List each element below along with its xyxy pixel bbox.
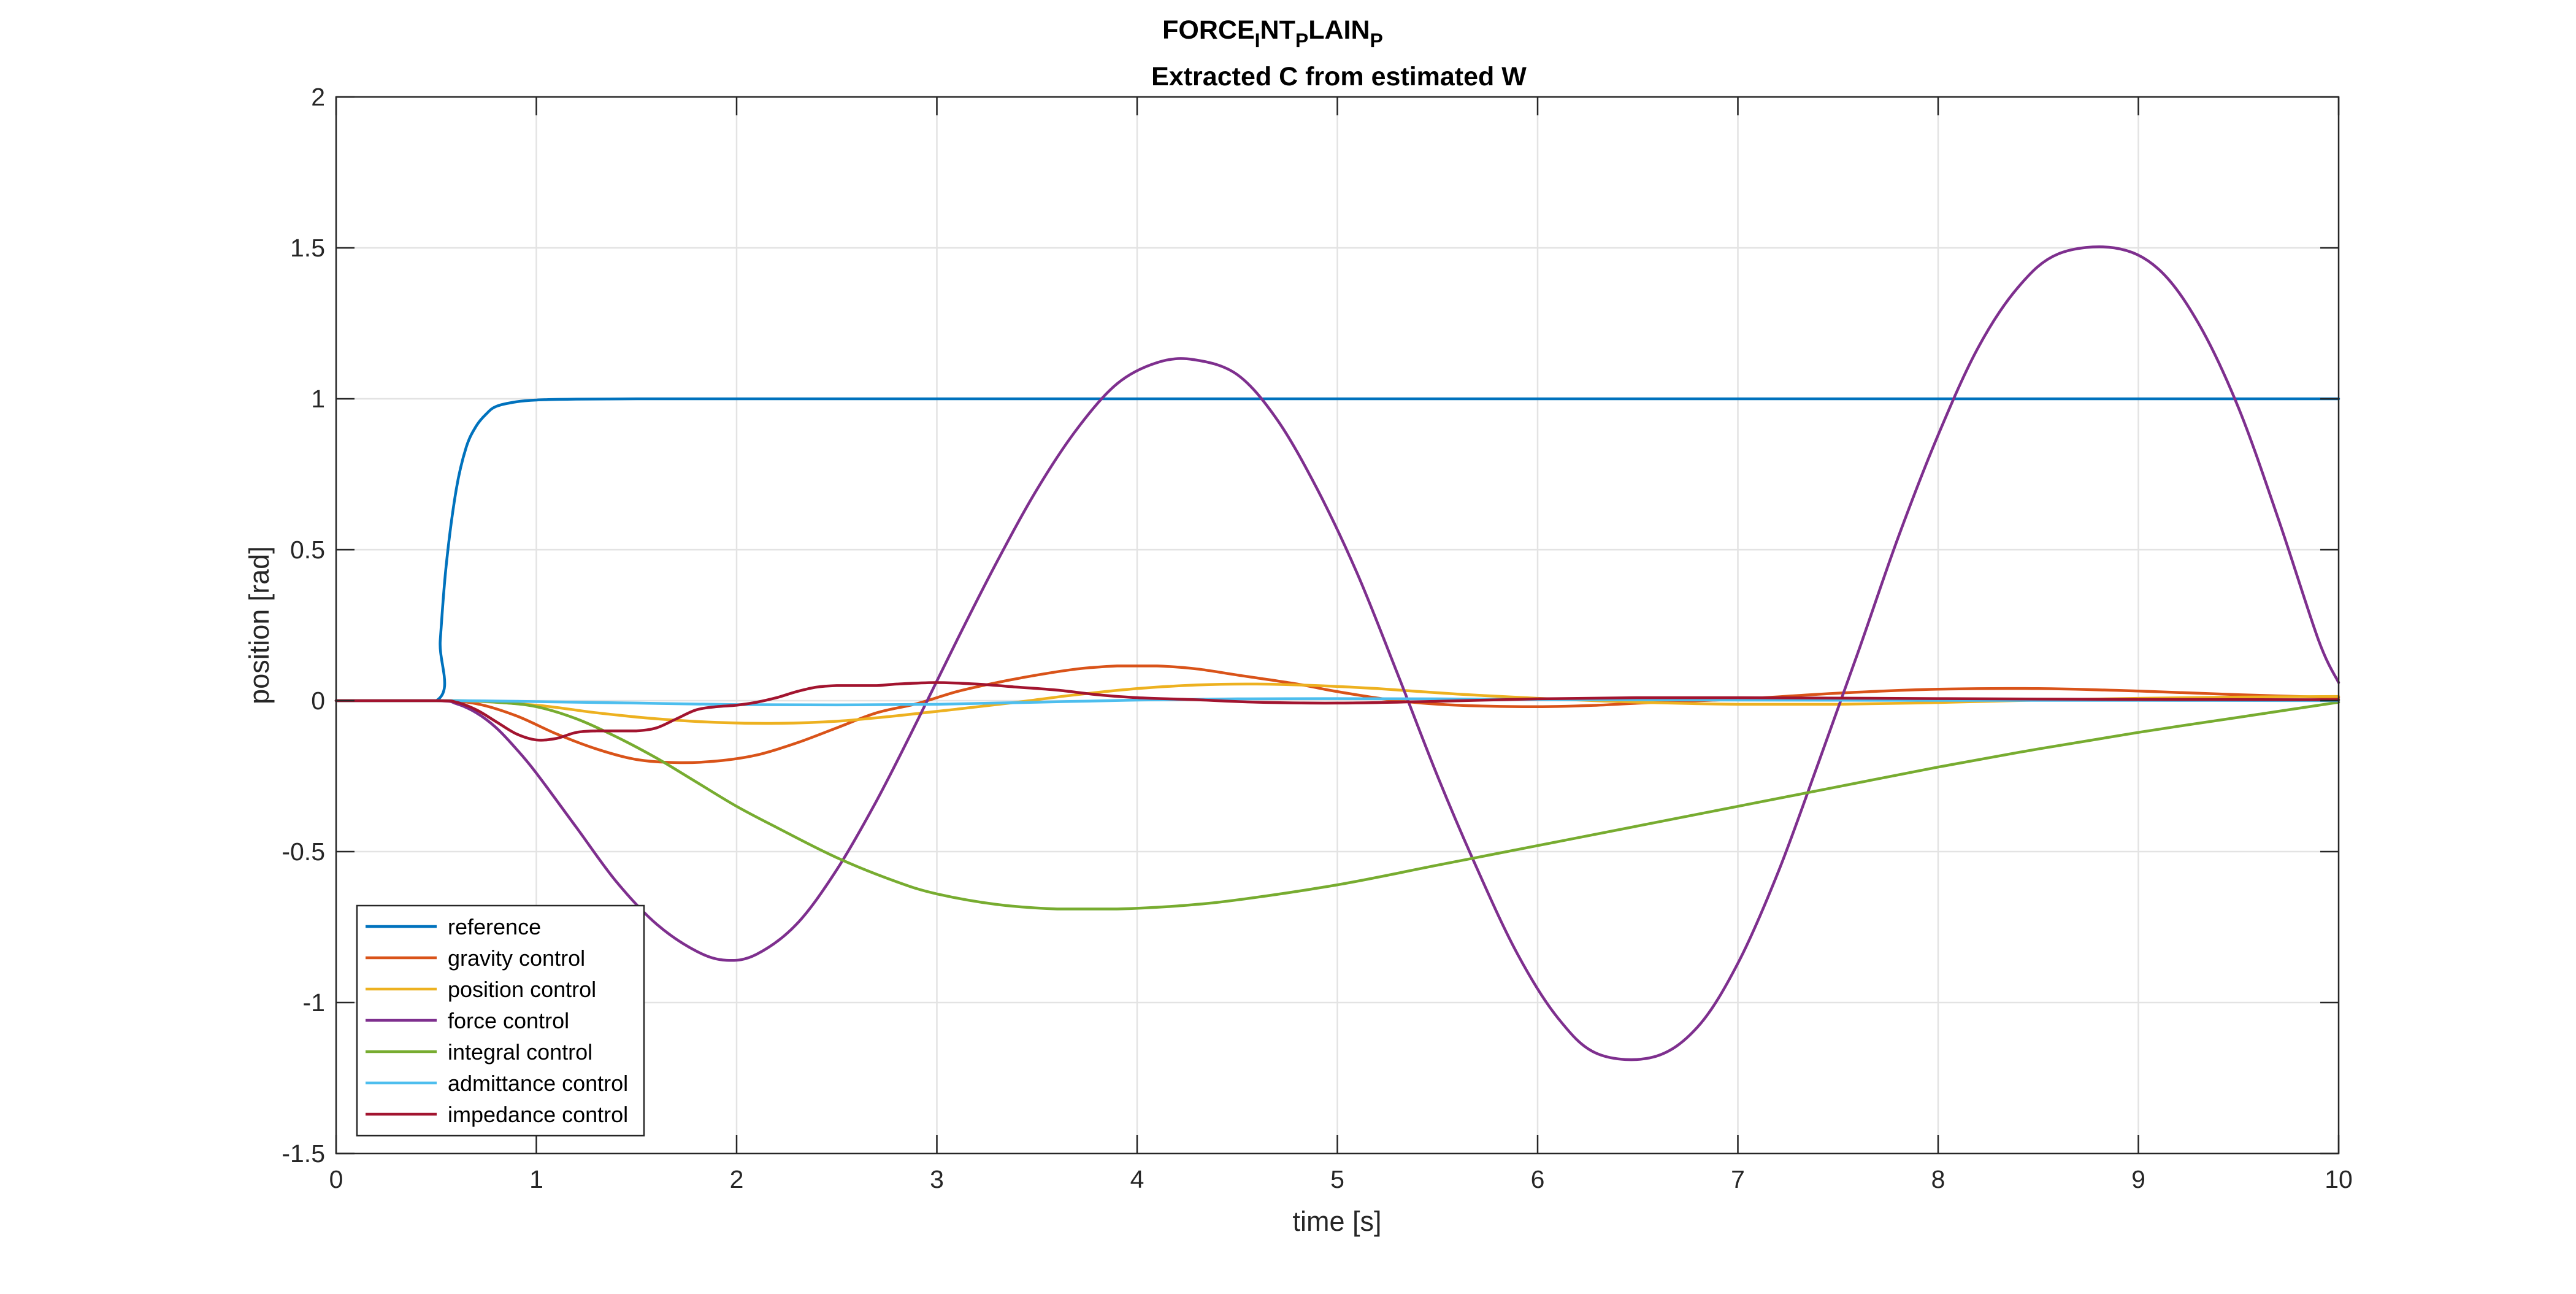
chart-title-part: LAIN (1308, 15, 1370, 45)
x-tick-label: 1 (529, 1165, 543, 1193)
y-tick-label: -1.5 (282, 1139, 325, 1168)
series-line-impedance-control (334, 681, 2340, 742)
x-tick-label: 3 (930, 1165, 944, 1193)
chart-title-subscript: P (1295, 29, 1308, 52)
y-tick-label: 1.5 (290, 234, 325, 262)
x-tick-label: 8 (1931, 1165, 1945, 1193)
legend-label-impedance-control: impedance control (448, 1102, 628, 1127)
x-tick-label: 10 (2325, 1165, 2353, 1193)
legend-label-force-control: force control (448, 1008, 569, 1033)
x-axis-label: time [s] (1292, 1206, 1381, 1237)
series-line-force-control (334, 245, 2340, 1061)
x-tick-label: 9 (2131, 1165, 2145, 1193)
y-tick-label: 1 (311, 385, 325, 413)
chart-title-subscript: P (1370, 29, 1383, 52)
chart-title-part: NT (1260, 15, 1295, 45)
legend-label-reference: reference (448, 914, 541, 939)
x-tick-label: 5 (1330, 1165, 1344, 1193)
y-tick-label: -1 (303, 988, 325, 1017)
y-tick-label: 0 (311, 687, 325, 715)
series-group (334, 245, 2340, 1061)
x-tick-label: 7 (1731, 1165, 1745, 1193)
legend-label-gravity-control: gravity control (448, 945, 585, 971)
axes (335, 96, 2340, 1155)
x-tick-label: 2 (730, 1165, 744, 1193)
legend-label-position-control: position control (448, 977, 596, 1002)
series-line-gravity-control (334, 664, 2340, 764)
x-tick-label: 0 (329, 1165, 343, 1193)
legend: reference gravity control position control… (356, 904, 645, 1137)
y-axis-label: position [rad] (243, 546, 275, 704)
tick-labels: 0 1 2 3 4 5 6 7 8 9 10 -1.5 -1 -0.5 0 0.5 1 1.5 2 (282, 83, 2352, 1193)
series-line-reference (334, 397, 2340, 703)
chart-subtitle: Extracted C from estimated W (1151, 62, 1527, 91)
chart-title-subscript: I (1255, 29, 1260, 52)
chart-title: FORCEINTPLAINP (1162, 15, 1383, 52)
y-tick-label: -0.5 (282, 838, 325, 866)
y-tick-label: 0.5 (290, 536, 325, 564)
legend-label-integral-control: integral control (448, 1039, 592, 1065)
series-line-admittance-control (334, 697, 2340, 707)
series-line-integral-control (334, 699, 2340, 911)
y-tick-label: 2 (311, 83, 325, 111)
x-tick-label: 4 (1130, 1165, 1144, 1193)
x-tick-label: 6 (1531, 1165, 1545, 1193)
chart-title-part: FORCE (1162, 15, 1255, 45)
legend-label-admittance-control: admittance control (448, 1071, 628, 1096)
